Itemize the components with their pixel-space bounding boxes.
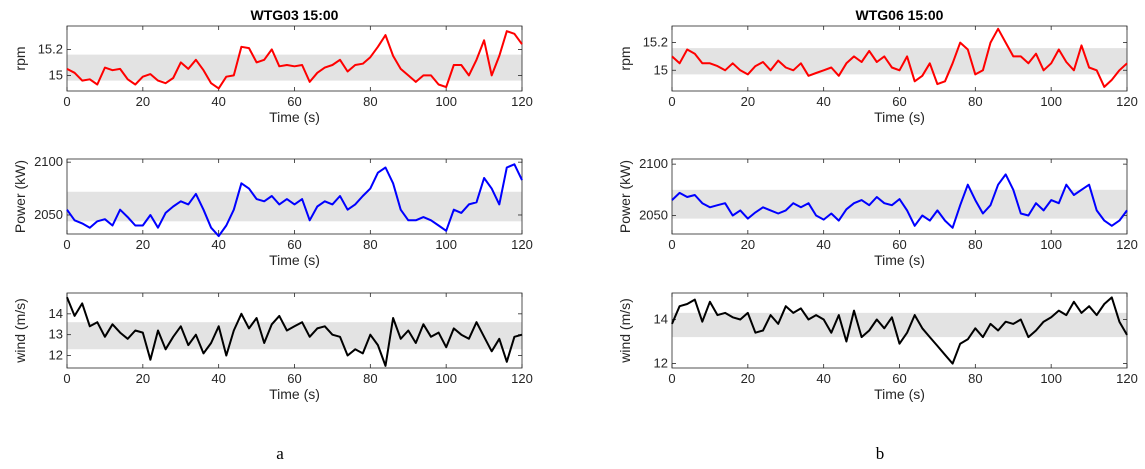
y-tick-label: 14 xyxy=(49,306,63,321)
x-axis-label: Time (s) xyxy=(874,386,925,402)
x-tick-label: 40 xyxy=(211,237,225,252)
y-axis-label: rpm xyxy=(12,46,28,70)
x-tick-label: 60 xyxy=(287,94,301,109)
x-tick-label: 80 xyxy=(363,237,377,252)
x-tick-label: 80 xyxy=(968,94,982,109)
y-axis-label: Power (kW) xyxy=(617,160,633,233)
series-line xyxy=(671,27,1128,88)
subfigure-label: b xyxy=(876,444,885,463)
series-line xyxy=(671,296,1128,365)
y-tick-label: 12 xyxy=(654,356,668,371)
x-tick-label: 60 xyxy=(287,237,301,252)
x-tick-label: 120 xyxy=(1116,94,1138,109)
y-tick-label: 14 xyxy=(654,311,668,326)
band-region xyxy=(67,191,522,222)
x-tick-label: 0 xyxy=(63,371,70,386)
x-tick-label: 80 xyxy=(968,371,982,386)
x-tick-label: 100 xyxy=(435,371,457,386)
band-region xyxy=(672,312,1127,338)
y-tick-label: 15 xyxy=(654,62,668,77)
x-tick-label: 20 xyxy=(136,237,150,252)
chart-title: WTG06 15:00 xyxy=(856,7,944,23)
x-tick-label: 60 xyxy=(892,371,906,386)
x-tick-label: 20 xyxy=(136,94,150,109)
chart-title: WTG03 15:00 xyxy=(251,7,339,23)
x-tick-label: 0 xyxy=(668,94,675,109)
x-tick-label: 120 xyxy=(1116,371,1138,386)
y-axis-label: rpm xyxy=(617,46,633,70)
x-tick-label: 60 xyxy=(892,237,906,252)
series-line xyxy=(671,173,1128,229)
x-tick-label: 0 xyxy=(63,94,70,109)
series-line xyxy=(66,30,523,90)
x-axis-label: Time (s) xyxy=(874,252,925,268)
y-tick-label: 12 xyxy=(49,348,63,363)
x-tick-label: 80 xyxy=(363,371,377,386)
x-tick-label: 100 xyxy=(1040,237,1062,252)
x-tick-label: 100 xyxy=(435,237,457,252)
series-line xyxy=(66,163,523,238)
x-tick-label: 0 xyxy=(63,237,70,252)
x-tick-label: 80 xyxy=(968,237,982,252)
y-tick-label: 15 xyxy=(49,67,63,82)
x-tick-label: 80 xyxy=(363,94,377,109)
x-tick-label: 20 xyxy=(741,371,755,386)
band-region xyxy=(672,189,1127,219)
x-tick-label: 20 xyxy=(741,94,755,109)
y-tick-label: 2050 xyxy=(639,208,668,223)
x-tick-label: 20 xyxy=(136,371,150,386)
x-tick-label: 40 xyxy=(211,94,225,109)
y-axis-label: wind (m/s) xyxy=(617,298,633,364)
x-tick-label: 100 xyxy=(435,94,457,109)
x-tick-label: 0 xyxy=(668,371,675,386)
x-tick-label: 40 xyxy=(816,371,830,386)
y-tick-label: 15.2 xyxy=(643,35,668,50)
x-tick-label: 40 xyxy=(211,371,225,386)
x-tick-label: 120 xyxy=(511,371,533,386)
y-axis-label: Power (kW) xyxy=(12,160,28,233)
x-axis-label: Time (s) xyxy=(269,386,320,402)
subfigure-label: a xyxy=(276,444,284,463)
x-tick-label: 120 xyxy=(511,94,533,109)
x-tick-label: 40 xyxy=(816,237,830,252)
x-tick-label: 20 xyxy=(741,237,755,252)
y-axis-label: wind (m/s) xyxy=(12,298,28,364)
y-tick-label: 15.2 xyxy=(38,41,63,56)
x-tick-label: 40 xyxy=(816,94,830,109)
x-tick-label: 60 xyxy=(287,371,301,386)
y-tick-label: 2100 xyxy=(34,154,63,169)
y-tick-label: 13 xyxy=(49,327,63,342)
x-tick-label: 60 xyxy=(892,94,906,109)
x-tick-label: 120 xyxy=(511,237,533,252)
x-tick-label: 120 xyxy=(1116,237,1138,252)
x-tick-label: 100 xyxy=(1040,94,1062,109)
x-tick-label: 100 xyxy=(1040,371,1062,386)
y-tick-label: 2050 xyxy=(34,207,63,222)
x-tick-label: 0 xyxy=(668,237,675,252)
x-axis-label: Time (s) xyxy=(269,109,320,125)
y-tick-label: 2100 xyxy=(639,156,668,171)
x-axis-label: Time (s) xyxy=(874,109,925,125)
series-line xyxy=(66,296,523,367)
x-axis-label: Time (s) xyxy=(269,252,320,268)
